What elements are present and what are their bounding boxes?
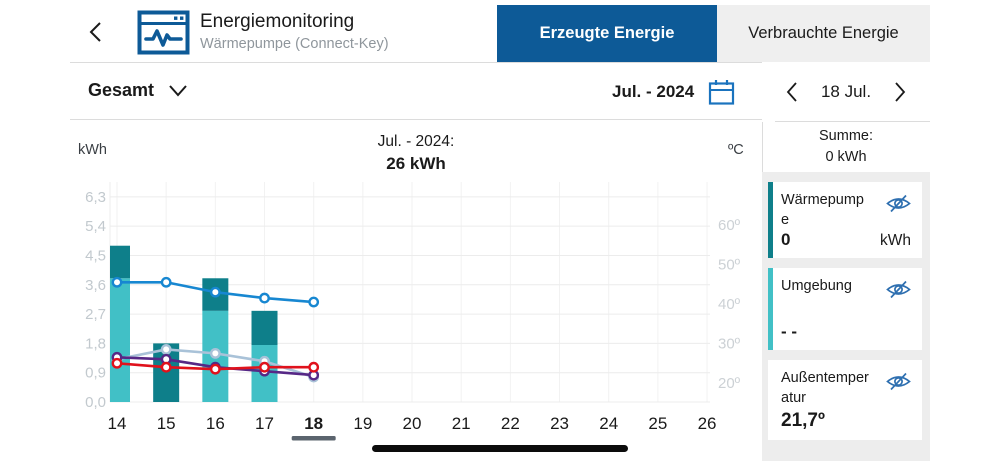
temp-line-red (111, 357, 320, 375)
period-label: Jul. - 2024 (612, 82, 695, 101)
header: Energiemonitoring Wärmepumpe (Connect-Ke… (0, 0, 999, 62)
scope-selector[interactable]: Gesamt (88, 80, 188, 101)
card-value: 21,7º (781, 410, 825, 431)
svg-text:30º: 30º (718, 336, 741, 353)
svg-text:4,5: 4,5 (85, 247, 106, 264)
legend-card-list: Wärmepumpe 0 kWh Umgebung - - Außentempe… (762, 172, 930, 461)
day-label: 26 (698, 414, 717, 433)
card-label: Wärmepumpe (781, 192, 864, 228)
data-point (308, 296, 320, 308)
day-label: 14 (108, 414, 127, 433)
card-accent-strip (768, 268, 773, 350)
day-label: 20 (403, 414, 422, 433)
card-value: - - (781, 322, 798, 341)
chevron-down-icon (169, 84, 187, 97)
controls-divider (70, 119, 762, 120)
data-point (209, 347, 221, 359)
back-icon[interactable] (84, 19, 110, 45)
left-axis-unit: kWh (78, 142, 107, 158)
card-label: Umgebung (781, 278, 852, 294)
day-navigator: 18 Jul. (762, 62, 930, 122)
card-value-row: - - (781, 322, 911, 342)
data-point (160, 361, 172, 373)
left-axis-ticks: 6,3 5,4 4,5 3,6 2,7 1,8 0,9 0,0 (85, 189, 106, 411)
visibility-off-icon[interactable] (885, 371, 912, 392)
page-title: Energiemonitoring (200, 11, 355, 32)
card-value-row: 21,7º (781, 410, 911, 432)
day-label: 22 (501, 414, 520, 433)
card-value: 0 (781, 230, 791, 249)
day-nav-label: 18 Jul. (820, 82, 872, 101)
tab-erzeugte-energie[interactable]: Erzeugte Energie (497, 5, 717, 62)
legend-card-aussentemperatur[interactable]: Außentemperatur 21,7º (768, 360, 922, 440)
chart-title-total: 26 kWh (386, 154, 446, 173)
energy-chart[interactable]: 6,3 5,4 4,5 3,6 2,7 1,8 0,9 0,0 60º 50º 40º 30º 20º 1… (70, 130, 762, 461)
svg-text:1,8: 1,8 (85, 335, 106, 352)
day-label: 16 (206, 414, 225, 433)
data-point (160, 276, 172, 288)
right-axis-ticks: 60º 50º 40º 30º 20º (718, 217, 741, 392)
sum-block: Summe: 0 kWh (762, 126, 930, 168)
day-label: 18 (304, 414, 323, 433)
svg-text:0,0: 0,0 (85, 394, 106, 411)
day-label: 19 (353, 414, 372, 433)
data-point (209, 363, 221, 375)
svg-text:50º: 50º (718, 257, 741, 274)
day-label: 17 (255, 414, 274, 433)
page-subtitle: Wärmepumpe (Connect-Key) (200, 36, 389, 52)
sum-value: 0 kWh (825, 149, 867, 166)
day-label: 24 (599, 414, 618, 433)
svg-text:40º: 40º (718, 296, 741, 313)
chart-title: Jul. - 2024: 26 kWh (70, 133, 762, 174)
sum-label: Summe: (819, 128, 873, 144)
day-label: 25 (648, 414, 667, 433)
svg-text:20º: 20º (718, 375, 741, 392)
legend-card-waermepumpe[interactable]: Wärmepumpe 0 kWh (768, 182, 922, 258)
bar-segment (251, 310, 278, 346)
svg-text:5,4: 5,4 (85, 218, 106, 235)
x-axis-ticks[interactable]: 14 15 16 17 18 19 20 21 22 23 24 25 26 (108, 414, 717, 433)
bar-segment (110, 245, 130, 279)
card-accent-strip (768, 182, 773, 258)
legend-card-umgebung[interactable]: Umgebung - - (768, 268, 922, 350)
day-label: 23 (550, 414, 569, 433)
svg-text:2,7: 2,7 (85, 306, 106, 323)
data-point (111, 276, 123, 288)
svg-text:3,6: 3,6 (85, 277, 106, 294)
right-axis-unit: ºC (728, 142, 744, 158)
scope-label: Gesamt (88, 80, 155, 100)
energy-monitor-icon (137, 10, 190, 55)
data-point (160, 344, 172, 355)
day-label: 21 (452, 414, 471, 433)
visibility-off-icon[interactable] (885, 193, 912, 214)
bar-segment (110, 278, 130, 402)
period-selector[interactable]: Jul. - 2024 (612, 78, 735, 106)
day-label: 15 (157, 414, 176, 433)
card-label: Außentemperatur (781, 370, 869, 406)
prev-day-icon[interactable] (784, 81, 800, 103)
selected-day-underline (291, 436, 336, 441)
temp-line-blue (111, 276, 320, 308)
home-indicator[interactable] (372, 445, 628, 452)
card-unit: kWh (880, 232, 911, 249)
daynav-divider (775, 121, 930, 122)
visibility-off-icon[interactable] (885, 279, 912, 300)
header-divider (70, 62, 930, 63)
chart-title-period: Jul. - 2024: (377, 133, 455, 150)
data-point (111, 357, 123, 369)
next-day-icon[interactable] (892, 81, 908, 103)
data-point (308, 361, 320, 373)
calendar-icon (709, 80, 735, 105)
svg-text:0,9: 0,9 (85, 365, 106, 382)
tab-verbrauchte-energie[interactable]: Verbrauchte Energie (717, 5, 930, 62)
data-point (209, 286, 221, 298)
data-point (259, 361, 270, 373)
svg-text:6,3: 6,3 (85, 189, 106, 206)
card-value-row: 0 kWh (781, 230, 911, 250)
bars[interactable] (104, 245, 278, 402)
svg-text:60º: 60º (718, 217, 741, 234)
data-point (259, 292, 270, 304)
